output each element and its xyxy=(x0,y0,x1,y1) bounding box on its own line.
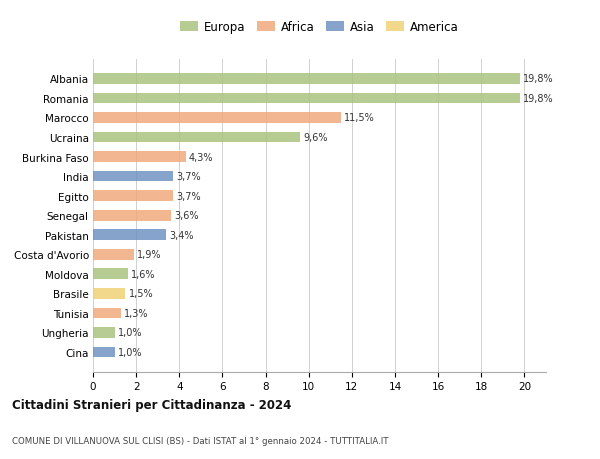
Text: 1,6%: 1,6% xyxy=(131,269,155,279)
Bar xyxy=(93,210,170,221)
Bar xyxy=(93,249,134,260)
Text: COMUNE DI VILLANUOVA SUL CLISI (BS) - Dati ISTAT al 1° gennaio 2024 - TUTTITALIA: COMUNE DI VILLANUOVA SUL CLISI (BS) - Da… xyxy=(12,436,389,445)
Text: Cittadini Stranieri per Cittadinanza - 2024: Cittadini Stranieri per Cittadinanza - 2… xyxy=(12,398,292,411)
Text: 3,7%: 3,7% xyxy=(176,191,200,201)
Bar xyxy=(93,288,125,299)
Bar xyxy=(93,171,173,182)
Text: 1,9%: 1,9% xyxy=(137,250,162,260)
Bar xyxy=(93,191,173,202)
Text: 1,0%: 1,0% xyxy=(118,347,142,357)
Legend: Europa, Africa, Asia, America: Europa, Africa, Asia, America xyxy=(178,19,461,36)
Text: 19,8%: 19,8% xyxy=(523,74,554,84)
Bar xyxy=(93,308,121,319)
Bar xyxy=(93,152,186,162)
Text: 19,8%: 19,8% xyxy=(523,94,554,104)
Text: 3,6%: 3,6% xyxy=(174,211,199,221)
Text: 3,4%: 3,4% xyxy=(170,230,194,240)
Text: 3,7%: 3,7% xyxy=(176,172,200,182)
Text: 9,6%: 9,6% xyxy=(304,133,328,143)
Text: 11,5%: 11,5% xyxy=(344,113,375,123)
Text: 1,3%: 1,3% xyxy=(124,308,149,318)
Bar xyxy=(93,327,115,338)
Bar xyxy=(93,347,115,358)
Bar xyxy=(93,74,520,84)
Bar xyxy=(93,93,520,104)
Text: 4,3%: 4,3% xyxy=(189,152,214,162)
Text: 1,0%: 1,0% xyxy=(118,328,142,338)
Bar xyxy=(93,113,341,123)
Bar xyxy=(93,132,300,143)
Bar xyxy=(93,230,166,241)
Text: 1,5%: 1,5% xyxy=(128,289,153,299)
Bar xyxy=(93,269,128,280)
